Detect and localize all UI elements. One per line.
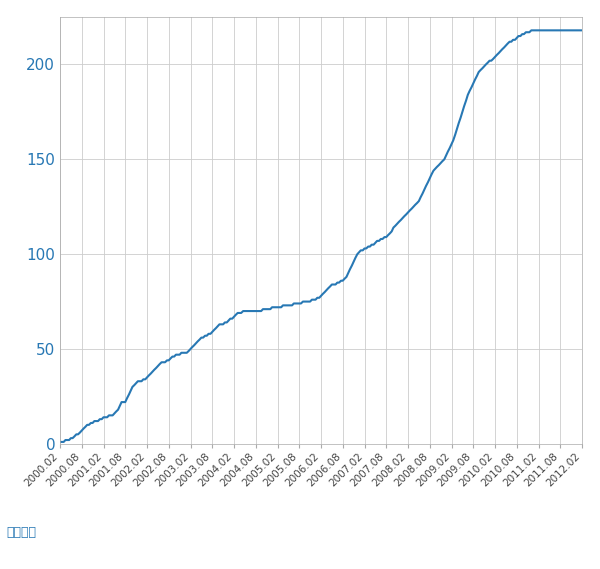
Text: （件数）: （件数） (6, 526, 36, 538)
